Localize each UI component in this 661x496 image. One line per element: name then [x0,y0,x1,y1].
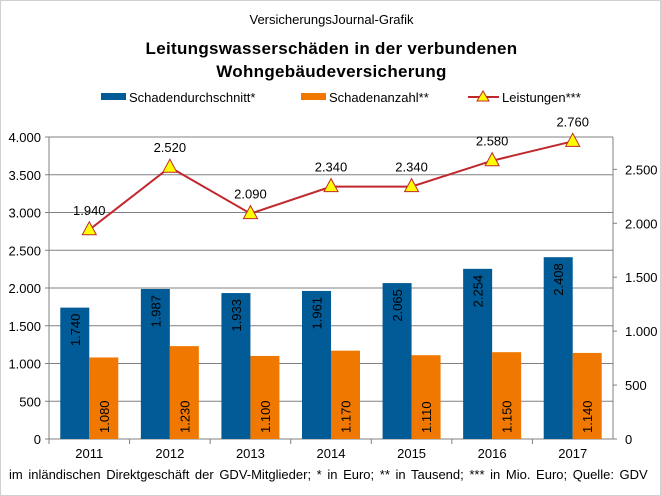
right-tick-label: 1.500 [625,270,658,285]
x-tick-label: 2011 [75,446,103,461]
triangle-marker [323,177,339,193]
bar-data-label: 1.230 [177,400,192,433]
legend-label: Schadendurchschnitt* [129,90,255,105]
line-data-label: 2.340 [315,160,348,175]
line-data-label: 2.520 [154,140,187,155]
bar-data-label: 1.987 [148,295,163,328]
triangle-marker [162,158,178,173]
line-data-label: 2.760 [556,114,589,129]
chart-svg: 0 500 1.000 1.500 2.000 2.500 3.000 3.500 4.000 0… [8,90,658,461]
legend-swatch-schadendurchschnitt [101,93,126,100]
left-tick-label: 0 [34,432,41,447]
bar-schadendurchschnitt [140,288,170,439]
triangle-marker [564,132,581,147]
bar-schadendurchschnitt [60,307,90,439]
line-data-label: 1.940 [73,203,106,218]
bar-schadendurchschnitt [382,283,412,439]
title-line-2: Wohngebäudeversicherung [216,62,447,81]
left-tick-label: 2.000 [8,281,41,296]
triangle-marker [403,177,420,193]
bar-schadenanzahl [331,350,360,439]
left-tick-label: 500 [19,394,41,409]
bar-schadenanzahl [572,352,602,439]
bar-schadenanzahl [411,355,441,439]
left-tick-label: 1.000 [8,357,41,372]
x-tick-label: 2013 [236,446,265,461]
legend-swatch-schadenanzahl [301,93,326,100]
right-tick-label: 500 [625,378,647,393]
bar-data-label: 1.110 [419,401,434,433]
left-tick-label: 3.500 [8,168,41,183]
bar-data-label: 1.933 [229,299,244,332]
bar-schadendurchschnitt [221,293,251,439]
bar-data-label: 1.740 [68,314,83,347]
bar-data-label: 1.100 [258,400,273,433]
bar-data-label: 2.408 [551,263,566,296]
x-tick-label: 2014 [317,446,346,461]
right-tick-label: 1.000 [625,324,658,339]
bar-schadenanzahl [169,346,199,439]
triangle-marker [242,204,259,220]
left-tick-label: 3.000 [8,206,41,221]
bar-data-label: 1.150 [500,400,515,433]
bar-schadendurchschnitt [543,257,573,439]
x-tick-label: 2016 [478,446,507,461]
bar-data-label: 2.254 [471,275,486,308]
left-tick-label: 2.500 [8,243,41,258]
x-tick-label: 2015 [397,446,426,461]
bar-schadenanzahl [89,357,119,439]
right-tick-label: 2.000 [625,216,658,231]
line-data-label: 2.090 [234,187,267,202]
footnote: im inländischen Direktgeschäft der GDV-M… [9,467,648,482]
x-tick-label: 2017 [558,446,587,461]
bar-schadendurchschnitt [302,290,331,439]
bar-data-label: 1.961 [310,297,325,330]
triangle-marker [81,220,98,236]
x-tick-label: 2012 [155,446,184,461]
bar-schadenanzahl [250,355,280,439]
left-tick-label: 4.000 [8,130,41,145]
bar-data-label: 1.080 [97,400,112,433]
bar-data-label: 1.140 [580,400,595,433]
legend-triangle-icon [476,90,490,102]
legend-label: Leistungen*** [502,90,581,105]
bar-schadendurchschnitt [463,268,493,439]
legend-label: Schadenanzahl** [329,90,429,105]
bar-data-label: 1.170 [339,400,354,433]
title-line-1: Leitungswasserschäden in der verbundenen [145,39,518,58]
left-tick-label: 1.500 [8,319,41,334]
line-data-label: 2.580 [476,134,509,149]
chart-title: Leitungswasserschäden in der verbundenen… [1,37,660,83]
bar-schadenanzahl [492,352,522,439]
source-label: VersicherungsJournal-Grafik [249,12,414,27]
right-tick-label: 2.500 [625,162,658,177]
right-tick-label: 0 [625,432,632,447]
bar-data-label: 2.065 [390,289,405,322]
line-data-label: 2.340 [395,160,428,175]
triangle-marker [484,151,500,167]
